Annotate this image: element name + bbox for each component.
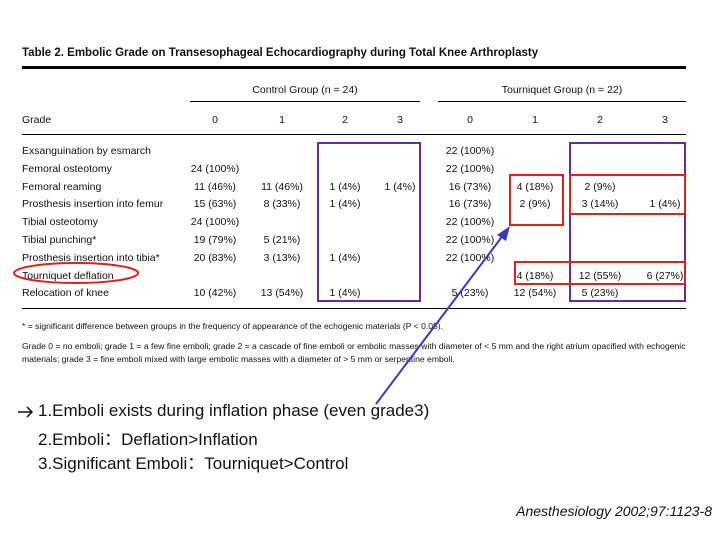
table-cell: 10 (42%) <box>193 287 237 300</box>
note: 1.Emboli exists during inflation phase (… <box>38 401 430 420</box>
table-cell: 5 (23%) <box>581 287 619 300</box>
note: 3.Significant Emboli：Tourniquet>Control <box>38 454 349 473</box>
column-header: 1 <box>532 114 538 126</box>
citation: Anesthesiology 2002;97:1123-8 <box>516 503 712 519</box>
column-header: 3 <box>397 114 403 126</box>
table-cell: 22 (100%) <box>445 145 495 157</box>
highlight-box <box>514 261 686 285</box>
column-header: 2 <box>597 114 603 126</box>
table-cell: 4 (18%) <box>516 180 554 193</box>
table-cell: 12 (55%) <box>578 269 622 282</box>
group-header: Tourniquet Group (n = 22) <box>501 84 623 96</box>
row-label: Femoral reaming <box>22 180 102 193</box>
table-cell: 4 (18%) <box>516 269 554 282</box>
column-header: 0 <box>467 114 473 126</box>
table-cell: 2 (9%) <box>519 198 551 211</box>
table-cell: 3 (14%) <box>581 198 619 211</box>
column-header: 0 <box>212 114 218 126</box>
row-label: Femoral osteotomy <box>22 162 112 175</box>
header-rule <box>22 134 686 135</box>
table-cell: 20 (83%) <box>193 251 237 264</box>
group-header: Control Group (n = 24) <box>252 84 358 96</box>
row-label: Exsanguination by esmarch <box>22 145 151 157</box>
highlight-box <box>569 142 686 302</box>
table-cell: 24 (100%) <box>190 216 240 229</box>
footnote: Grade 0 = no emboli; grade 1 = a few fin… <box>22 341 686 364</box>
table-cell: 22 (100%) <box>445 162 495 175</box>
table-cell: 8 (33%) <box>263 198 301 211</box>
table-cell: 3 (13%) <box>263 251 301 264</box>
highlight-ellipse <box>13 262 139 284</box>
table-cell: 11 (46%) <box>261 180 303 193</box>
highlight-box <box>569 174 686 215</box>
table-cell: 22 (100%) <box>445 234 495 246</box>
arrow <box>375 233 505 405</box>
top-rule <box>22 66 686 69</box>
group-rule <box>190 101 420 102</box>
table-cell: 11 (46%) <box>194 180 236 193</box>
row-label: Prosthesis insertion into femur <box>22 198 164 211</box>
table-cell: 22 (100%) <box>445 251 495 264</box>
table-cell: 1 (4%) <box>649 198 681 211</box>
column-header: Grade <box>22 114 52 126</box>
note: 2.Emboli：Deflation>Inflation <box>38 430 258 449</box>
table-cell: 15 (63%) <box>193 198 237 211</box>
table-title: Table 2. Embolic Grade on Transesophagea… <box>22 47 539 59</box>
row-label: Prosthesis insertion into tibia* <box>22 251 160 264</box>
table-cell: 1 (4%) <box>329 180 361 193</box>
row-label: Tibial osteotomy <box>22 216 99 229</box>
table-cell: 1 (4%) <box>384 180 416 193</box>
footnote: * = significant difference between group… <box>22 321 444 331</box>
bullet-arrow <box>18 406 34 418</box>
row-label: Tibial punching* <box>22 234 97 246</box>
table-cell: 16 (73%) <box>448 180 492 193</box>
row-label: Relocation of knee <box>22 287 109 300</box>
table-cell: 19 (79%) <box>193 234 237 246</box>
row-label: Tourniquet deflation <box>22 269 114 282</box>
highlight-box <box>317 142 421 302</box>
table-cell: 6 (27%) <box>646 269 684 282</box>
arrow-head <box>497 226 510 241</box>
table-cell: 5 (21%) <box>263 234 301 246</box>
column-header: 3 <box>662 114 668 126</box>
table-cell: 1 (4%) <box>329 251 361 264</box>
table-cell: 24 (100%) <box>190 162 240 175</box>
highlight-box <box>509 174 564 226</box>
table-cell: 2 (9%) <box>584 180 616 193</box>
table-cell: 13 (54%) <box>260 287 304 300</box>
group-rule <box>438 101 686 102</box>
table-cell: 1 (4%) <box>329 198 361 211</box>
column-header: 2 <box>342 114 348 126</box>
column-header: 1 <box>279 114 285 126</box>
bottom-rule <box>22 308 686 309</box>
table-cell: 1 (4%) <box>329 287 361 300</box>
table-cell: 12 (54%) <box>513 287 557 300</box>
table-cell: 22 (100%) <box>445 216 495 229</box>
table-cell: 16 (73%) <box>448 198 492 211</box>
